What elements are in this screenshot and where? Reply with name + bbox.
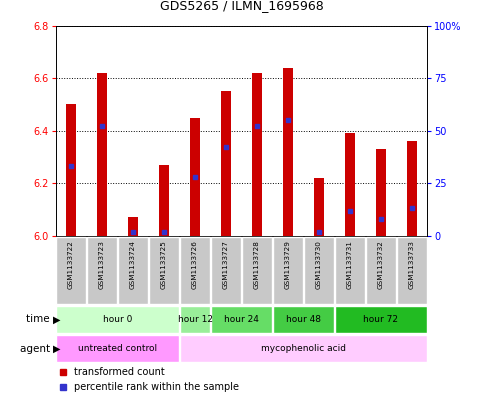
Text: GSM1133722: GSM1133722: [68, 241, 74, 290]
Bar: [407, 141, 417, 236]
Bar: [66, 105, 76, 236]
Bar: [128, 217, 139, 236]
Bar: [87, 237, 117, 304]
Bar: [118, 237, 148, 304]
Text: time: time: [26, 314, 53, 324]
Text: transformed count: transformed count: [74, 367, 165, 377]
Bar: [56, 306, 179, 333]
Text: GSM1133725: GSM1133725: [161, 241, 167, 290]
Bar: [158, 165, 170, 236]
Text: GSM1133729: GSM1133729: [285, 241, 291, 290]
Text: hour 72: hour 72: [364, 315, 398, 324]
Text: GSM1133728: GSM1133728: [254, 241, 260, 290]
Text: GSM1133732: GSM1133732: [378, 241, 384, 290]
Bar: [221, 91, 231, 236]
Bar: [252, 73, 262, 236]
Bar: [273, 306, 334, 333]
Text: agent: agent: [20, 344, 53, 354]
Text: GSM1133724: GSM1133724: [130, 241, 136, 290]
Bar: [149, 237, 179, 304]
Bar: [180, 306, 210, 333]
Text: GSM1133726: GSM1133726: [192, 241, 198, 290]
Bar: [273, 237, 303, 304]
Text: GSM1133727: GSM1133727: [223, 241, 229, 290]
Bar: [304, 237, 334, 304]
Bar: [211, 306, 272, 333]
Text: hour 48: hour 48: [286, 315, 321, 324]
Text: GSM1133733: GSM1133733: [409, 241, 415, 290]
Bar: [190, 118, 200, 236]
Text: GDS5265 / ILMN_1695968: GDS5265 / ILMN_1695968: [159, 0, 324, 12]
Text: untreated control: untreated control: [78, 344, 157, 353]
Bar: [283, 68, 293, 236]
Bar: [313, 178, 325, 236]
Bar: [376, 149, 386, 236]
Bar: [397, 237, 427, 304]
Text: mycophenolic acid: mycophenolic acid: [261, 344, 346, 353]
Bar: [366, 237, 396, 304]
Bar: [56, 237, 86, 304]
Text: hour 0: hour 0: [103, 315, 132, 324]
Text: hour 24: hour 24: [224, 315, 259, 324]
Text: GSM1133730: GSM1133730: [316, 241, 322, 290]
Text: GSM1133731: GSM1133731: [347, 241, 353, 290]
Bar: [97, 73, 107, 236]
Text: percentile rank within the sample: percentile rank within the sample: [74, 382, 239, 391]
Bar: [242, 237, 272, 304]
Text: ▶: ▶: [53, 314, 61, 324]
Bar: [335, 306, 427, 333]
Bar: [56, 335, 179, 362]
Bar: [211, 237, 241, 304]
Bar: [344, 133, 355, 236]
Text: ▶: ▶: [53, 344, 61, 354]
Bar: [180, 335, 427, 362]
Bar: [180, 237, 210, 304]
Bar: [335, 237, 365, 304]
Text: hour 12: hour 12: [178, 315, 213, 324]
Text: GSM1133723: GSM1133723: [99, 241, 105, 290]
